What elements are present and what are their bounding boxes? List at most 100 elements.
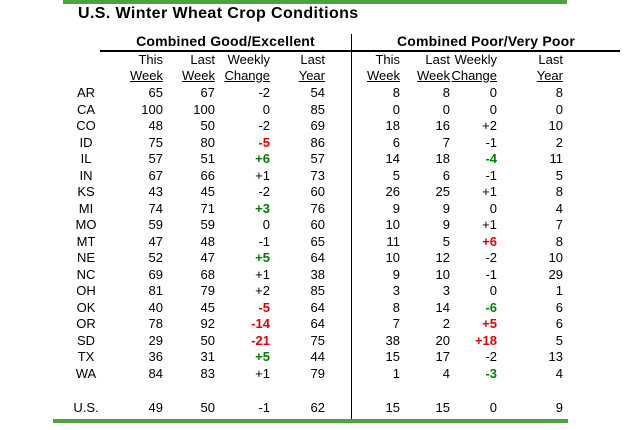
poor-this-week-value: 3 xyxy=(392,283,400,298)
poor-this-week-value: 38 xyxy=(385,332,400,348)
spacer xyxy=(0,68,105,84)
poor-last-week-value: 14 xyxy=(435,299,450,315)
poor-this-week-value: 1 xyxy=(392,365,400,381)
spacer xyxy=(325,118,347,135)
state-label: ID xyxy=(79,134,93,150)
table-row: IL 57 51 +6 57 14 18 -4 11 xyxy=(0,151,630,168)
spacer xyxy=(325,217,347,234)
good-weekly-change-value: -2 xyxy=(258,184,270,199)
good-last-year-value: 64 xyxy=(310,250,325,265)
poor-last-week-value: 5 xyxy=(442,233,450,249)
good-last-week-value: 79 xyxy=(200,283,215,298)
poor-weekly-change-value: -2 xyxy=(485,250,497,265)
good-last-week-value: 83 xyxy=(200,365,215,381)
good-this-week-value: 48 xyxy=(148,118,163,133)
poor-last-year-value: 29 xyxy=(548,266,563,282)
good-weekly-change-value: -1 xyxy=(258,233,270,249)
table-row: OH 81 79 +2 85 3 3 0 1 xyxy=(0,283,630,300)
good-last-week-value: 100 xyxy=(193,101,215,117)
state-label: MO xyxy=(75,217,97,232)
col-header-poor-this: This xyxy=(375,52,400,67)
good-last-year-value: 76 xyxy=(310,200,325,216)
poor-this-week-value: 18 xyxy=(385,118,400,133)
table-row: TX 36 31 +5 44 15 17 -2 13 xyxy=(0,349,630,366)
spacer xyxy=(325,234,347,251)
poor-weekly-change-value: -1 xyxy=(485,266,497,282)
spacer xyxy=(325,400,347,417)
state-label: MT xyxy=(76,233,96,249)
poor-this-week-value: 8 xyxy=(392,85,400,100)
poor-last-year-value: 11 xyxy=(549,151,564,166)
good-this-week-value: 40 xyxy=(148,299,163,315)
good-last-week-value: 50 xyxy=(200,118,215,133)
section-title-good-excellent: Combined Good/Excellent xyxy=(100,34,351,52)
poor-last-week-value: 10 xyxy=(435,266,450,282)
state-label: IL xyxy=(80,151,92,166)
good-last-week-value: 47 xyxy=(200,250,215,265)
good-weekly-change-value: -2 xyxy=(258,118,270,133)
table-row: ID 75 80 -5 86 6 7 -1 2 xyxy=(0,135,630,152)
poor-weekly-change-value: -4 xyxy=(485,151,497,166)
good-last-week-value: 67 xyxy=(200,85,215,100)
poor-last-week-value: 6 xyxy=(442,167,450,183)
poor-this-week-value: 10 xyxy=(385,250,400,265)
poor-last-year-value: 9 xyxy=(555,400,563,415)
poor-this-week-value: 14 xyxy=(385,151,400,166)
good-weekly-change-value: -5 xyxy=(258,299,270,315)
spacer xyxy=(325,184,347,201)
good-weekly-change-value: 0 xyxy=(262,217,270,232)
good-last-year-value: 65 xyxy=(310,233,325,249)
poor-weekly-change-value: +2 xyxy=(482,118,497,133)
spacer xyxy=(325,333,347,350)
table-row: CA 100 100 0 85 0 0 0 0 xyxy=(0,102,630,119)
poor-last-year-value: 2 xyxy=(555,134,563,150)
good-last-year-value: 85 xyxy=(310,283,325,298)
good-weekly-change-value: +1 xyxy=(255,365,270,381)
col-header-poor-this-week: Week xyxy=(367,68,400,83)
state-label: TX xyxy=(77,349,95,364)
good-this-week-value: 47 xyxy=(148,233,163,249)
table-row: SD 29 50 -21 75 38 20 +18 5 xyxy=(0,333,630,350)
good-this-week-value: 57 xyxy=(148,151,163,166)
poor-weekly-change-value: 0 xyxy=(489,101,497,117)
good-this-week-value: 36 xyxy=(148,349,163,364)
poor-weekly-change-value: 0 xyxy=(489,85,497,100)
poor-weekly-change-value: +1 xyxy=(482,217,497,232)
poor-last-year-value: 8 xyxy=(555,85,563,100)
poor-last-week-value: 2 xyxy=(442,316,450,331)
poor-weekly-change-value: 0 xyxy=(489,400,497,415)
table-row: NC 69 68 +1 38 9 10 -1 29 xyxy=(0,267,630,284)
poor-last-week-value: 9 xyxy=(442,200,450,216)
poor-this-week-value: 9 xyxy=(392,200,400,216)
poor-this-week-value: 10 xyxy=(385,217,400,232)
col-header-good-last-week: Week xyxy=(182,68,215,83)
good-this-week-value: 78 xyxy=(148,316,163,331)
poor-last-year-value: 1 xyxy=(555,283,563,298)
good-last-year-value: 86 xyxy=(310,134,325,150)
state-label: NE xyxy=(76,250,96,265)
good-last-year-value: 60 xyxy=(310,184,325,199)
col-header-good-lastyr: Last xyxy=(300,52,325,67)
spacer xyxy=(325,283,347,300)
us-total-row: U.S. 49 50 -1 62 15 15 0 9 xyxy=(0,400,630,417)
poor-this-week-value: 26 xyxy=(385,184,400,199)
bottom-accent-line xyxy=(53,419,568,423)
good-last-year-value: 64 xyxy=(310,316,325,331)
poor-weekly-change-value: -3 xyxy=(485,365,497,381)
col-header-poor-change: Change xyxy=(451,68,497,83)
col-header-poor-last-year: Year xyxy=(536,68,563,83)
poor-last-week-value: 17 xyxy=(435,349,450,364)
spacer xyxy=(325,349,347,366)
good-last-year-value: 75 xyxy=(310,332,325,348)
poor-this-week-value: 15 xyxy=(385,349,400,364)
col-header-good-change: Change xyxy=(224,68,270,83)
good-weekly-change-value: +2 xyxy=(255,283,270,298)
table-row: IN 67 66 +1 73 5 6 -1 5 xyxy=(0,168,630,185)
spacer xyxy=(325,102,347,119)
poor-this-week-value: 8 xyxy=(392,299,400,315)
col-header-good-last: Last xyxy=(190,52,215,67)
poor-last-year-value: 4 xyxy=(555,365,563,381)
good-this-week-value: 52 xyxy=(148,250,163,265)
poor-this-week-value: 0 xyxy=(392,101,400,117)
